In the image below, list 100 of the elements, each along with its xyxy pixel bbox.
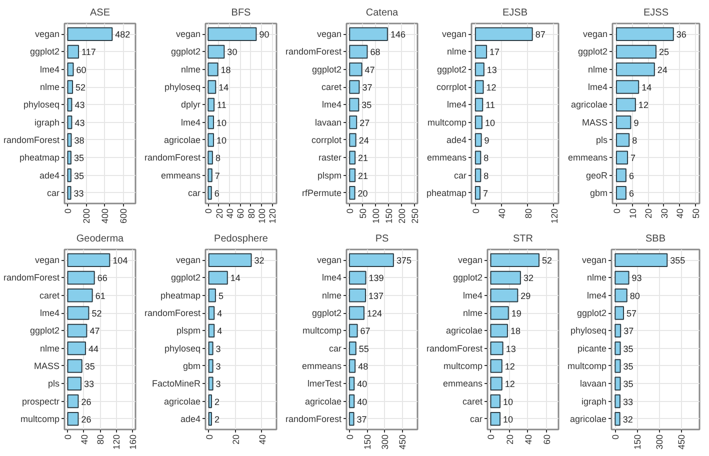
- bar: [208, 376, 214, 390]
- data-label: 4: [217, 308, 222, 319]
- bar: [474, 168, 482, 182]
- x-tick-label: 600: [118, 208, 129, 224]
- x-tick-label: 80: [523, 208, 534, 219]
- y-tick-label: ggplot2: [576, 308, 607, 318]
- y-tick-label: igraph: [581, 396, 607, 406]
- data-label: 32: [622, 414, 633, 424]
- data-label: 35: [74, 153, 84, 164]
- data-label: 80: [630, 290, 640, 301]
- data-label: 18: [220, 64, 231, 75]
- data-label: 11: [486, 100, 495, 110]
- data-label: 24: [358, 135, 369, 146]
- bar: [490, 253, 540, 267]
- bar: [614, 253, 668, 267]
- y-tick-label: gbm: [182, 360, 201, 371]
- bar: [616, 186, 626, 200]
- x-tick-label: 150: [632, 434, 643, 450]
- x-tick-label: 300: [380, 434, 390, 450]
- bar: [67, 98, 72, 112]
- data-label: 355: [670, 256, 686, 266]
- bar: [208, 133, 214, 147]
- y-tick-label: pls: [48, 378, 60, 389]
- bar: [614, 341, 621, 356]
- x-tick-label: 20: [644, 208, 654, 219]
- data-label: 90: [259, 30, 270, 40]
- x-tick-label: 0: [344, 434, 355, 440]
- bar: [208, 394, 212, 408]
- data-label: 5: [218, 290, 224, 301]
- chart-title: SBB: [645, 234, 666, 244]
- data-label: 37: [362, 82, 372, 93]
- bar: [349, 62, 362, 76]
- data-label: 8: [632, 135, 638, 146]
- x-tick-label: 120: [549, 208, 560, 224]
- data-label: 21: [358, 153, 368, 164]
- bar: [474, 80, 484, 94]
- data-label: 35: [623, 379, 634, 390]
- bar: [208, 98, 215, 112]
- data-label: 146: [390, 30, 406, 40]
- y-tick-label: car: [470, 414, 483, 424]
- data-label: 137: [368, 290, 384, 301]
- bar: [208, 306, 215, 320]
- y-tick-label: pls: [596, 134, 608, 145]
- bar: [349, 186, 356, 200]
- bar: [208, 168, 212, 182]
- data-label: 66: [97, 273, 108, 284]
- data-label: 43: [74, 100, 85, 110]
- data-label: 12: [486, 82, 496, 93]
- data-label: 2: [214, 396, 220, 407]
- y-tick-label: vegan: [582, 29, 608, 40]
- bar: [67, 44, 80, 59]
- data-label: 139: [368, 273, 384, 284]
- data-label: 52: [542, 256, 552, 266]
- y-tick-label: vegan: [582, 255, 607, 266]
- y-tick-label: caret: [321, 82, 342, 92]
- bar: [208, 341, 214, 356]
- bar: [349, 150, 356, 164]
- y-tick-label: randomForest: [144, 308, 201, 318]
- y-tick-label: multcomp: [427, 117, 467, 128]
- data-label: 60: [76, 64, 86, 75]
- x-tick-label: 0: [63, 434, 74, 440]
- bar: [614, 288, 628, 302]
- chart-title: BFS: [231, 8, 252, 18]
- data-label: 67: [360, 326, 370, 336]
- data-label: 13: [486, 64, 497, 75]
- bar: [208, 359, 214, 373]
- x-tick-label: 0: [470, 208, 481, 214]
- data-label: 482: [115, 30, 130, 40]
- chart-title: ASE: [90, 8, 110, 18]
- y-tick-label: ggplot2: [170, 272, 201, 283]
- bar: [616, 27, 674, 41]
- bar: [474, 150, 482, 164]
- bar: [67, 80, 74, 94]
- y-tick-label: ade4: [180, 414, 201, 424]
- data-label: 35: [74, 170, 84, 181]
- x-tick-label: 120: [112, 434, 122, 450]
- bar: [208, 80, 216, 94]
- y-tick-label: agricolae: [164, 134, 201, 145]
- chart-title: STR: [513, 234, 533, 244]
- bar: [67, 359, 82, 373]
- data-label: 11: [217, 100, 226, 110]
- bar: [474, 115, 482, 130]
- bar: [349, 27, 388, 41]
- bar: [67, 412, 79, 426]
- y-tick-label: agricolae: [570, 414, 607, 424]
- y-tick-label: lmerTest: [307, 378, 342, 389]
- bar: [208, 27, 257, 41]
- bar: [490, 270, 521, 285]
- data-label: 18: [510, 326, 520, 336]
- x-tick-label: 250: [410, 208, 420, 224]
- bar: [474, 27, 533, 41]
- chart-title: EJSS: [643, 8, 669, 18]
- y-tick-label: ggplot2: [578, 46, 608, 57]
- bar: [614, 412, 620, 426]
- y-tick-label: vegan: [176, 255, 201, 266]
- y-tick-label: MASS: [582, 117, 608, 128]
- data-label: 4: [217, 326, 222, 336]
- y-tick-label: emmeans: [302, 360, 342, 371]
- y-tick-label: agricolae: [570, 100, 608, 110]
- chart-title: Geoderma: [76, 234, 124, 244]
